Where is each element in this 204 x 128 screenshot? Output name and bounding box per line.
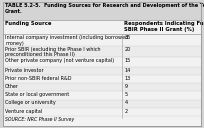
- Bar: [3, 57, 201, 67]
- Text: State or local government: State or local government: [5, 92, 69, 97]
- Text: 35: 35: [125, 35, 131, 40]
- Bar: [3, 34, 201, 46]
- Bar: [3, 20, 201, 34]
- Text: Respondents Indicating Funding from
SBIR Phase II Grant (%): Respondents Indicating Funding from SBIR…: [124, 21, 204, 32]
- Bar: [3, 67, 201, 75]
- Text: 2: 2: [125, 109, 128, 114]
- Text: 14: 14: [125, 68, 131, 73]
- Text: Prior non-SBIR federal R&D: Prior non-SBIR federal R&D: [5, 76, 71, 81]
- Text: SOURCE: NRC Phase II Survey: SOURCE: NRC Phase II Survey: [5, 117, 74, 122]
- Text: 15: 15: [125, 58, 131, 63]
- Bar: [3, 83, 201, 91]
- Bar: [3, 20, 201, 126]
- Bar: [3, 91, 201, 100]
- Bar: [3, 100, 201, 108]
- Text: 20: 20: [125, 46, 131, 51]
- Text: Private investor: Private investor: [5, 68, 44, 73]
- Text: TABLE 5.2-5.  Funding Sources for Research and Development of the Technology Pri: TABLE 5.2-5. Funding Sources for Researc…: [5, 3, 204, 14]
- Text: Funding Source: Funding Source: [5, 21, 51, 26]
- Text: College or university: College or university: [5, 100, 56, 105]
- Text: 9: 9: [125, 84, 128, 89]
- Text: Prior SBIR (excluding the Phase I which
preconditioned this Phase II): Prior SBIR (excluding the Phase I which …: [5, 46, 101, 57]
- Bar: [3, 108, 201, 116]
- Text: Venture capital: Venture capital: [5, 109, 42, 114]
- Text: 13: 13: [125, 76, 131, 81]
- Bar: [3, 46, 201, 57]
- Text: Internal company investment (including borrowed
money): Internal company investment (including b…: [5, 35, 128, 46]
- Text: 5: 5: [125, 92, 128, 97]
- Bar: [3, 75, 201, 83]
- Text: Other: Other: [5, 84, 19, 89]
- Text: 4: 4: [125, 100, 128, 105]
- Bar: [3, 2, 201, 20]
- Text: Other private company (not venture capital): Other private company (not venture capit…: [5, 58, 114, 63]
